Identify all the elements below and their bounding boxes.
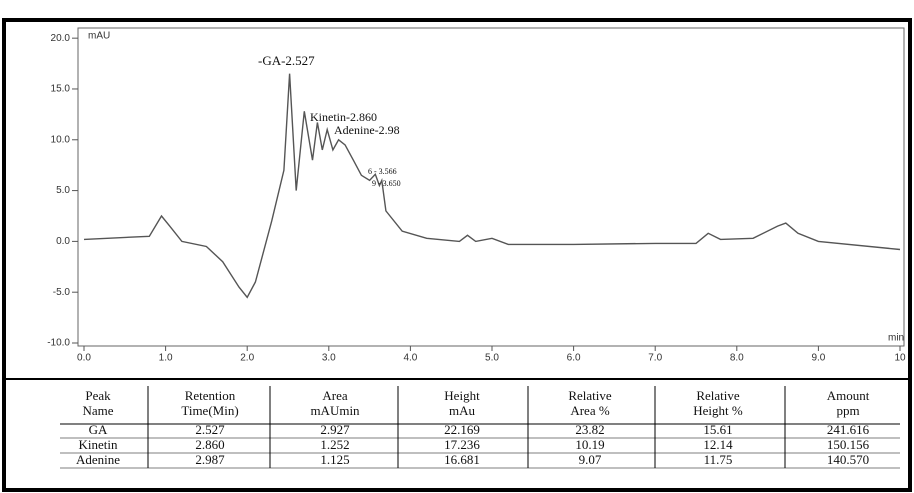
x-tick-label: 10 — [894, 353, 906, 364]
column-header: Height % — [693, 403, 743, 418]
column-header: Amount — [827, 388, 870, 403]
y-axis-label: mAU — [88, 31, 110, 42]
table-cell: 2.927 — [320, 422, 350, 437]
table-cell: Adenine — [76, 452, 120, 467]
x-tick-label: 7.0 — [648, 353, 662, 364]
y-tick-label: 5.0 — [56, 185, 70, 196]
x-tick-label: 5.0 — [485, 353, 499, 364]
column-header: Retention — [185, 388, 236, 403]
table-cell: 1.125 — [320, 452, 349, 467]
column-header: Relative — [568, 388, 612, 403]
table-cell: Kinetin — [79, 437, 118, 452]
x-tick-label: 6.0 — [567, 353, 581, 364]
table-cell: 15.61 — [703, 422, 732, 437]
x-tick-label: 9.0 — [811, 353, 825, 364]
table-cell: GA — [89, 422, 108, 437]
y-tick-label: 10.0 — [51, 134, 71, 145]
separator — [6, 378, 908, 380]
axes: mAU min 20.0 15.0 10.0 5.0 0.0 -5.0 -10.0 0.0 1.… — [47, 31, 906, 364]
table-cell: 2.987 — [195, 452, 225, 467]
column-header: Area — [322, 388, 347, 403]
column-header: Time(Min) — [181, 403, 238, 418]
column-header: Height — [444, 388, 480, 403]
table-cell: 1.252 — [320, 437, 349, 452]
column-header: Area % — [570, 403, 610, 418]
peak-annotation: -GA-2.527 — [258, 53, 315, 68]
column-header: mAu — [449, 403, 476, 418]
table-cell: 2.527 — [195, 422, 225, 437]
x-axis-label: min — [888, 333, 904, 344]
x-tick-label: 8.0 — [730, 353, 744, 364]
table-cell: 9.07 — [579, 452, 602, 467]
x-tick-label: 0.0 — [77, 353, 91, 364]
peak-annotation: Kinetin-2.860 — [310, 110, 377, 124]
plot-area — [77, 27, 905, 347]
column-header: Relative — [696, 388, 740, 403]
column-header: Peak — [85, 388, 111, 403]
x-tick-label: 4.0 — [403, 353, 417, 364]
table-cell: 2.860 — [195, 437, 224, 452]
table-cell: 23.82 — [575, 422, 604, 437]
column-header: mAUmin — [310, 403, 360, 418]
table-cell: 17.236 — [444, 437, 480, 452]
table-cell: 11.75 — [704, 452, 733, 467]
table-cell: 16.681 — [444, 452, 480, 467]
y-tick-label: 15.0 — [51, 84, 71, 95]
peak-annotation: 9 - 3.650 — [372, 179, 401, 188]
x-tick-label: 1.0 — [159, 353, 173, 364]
peak-annotation: Adenine-2.98 — [334, 123, 400, 137]
y-tick-label: 20.0 — [51, 33, 71, 44]
table-cell: 22.169 — [444, 422, 480, 437]
table-cell: 140.570 — [827, 452, 869, 467]
y-tick-label: 0.0 — [56, 236, 70, 247]
column-header: Name — [82, 403, 113, 418]
table-cell: 150.156 — [827, 437, 870, 452]
y-tick-label: -10.0 — [47, 338, 70, 349]
table-cell: 241.616 — [827, 422, 870, 437]
frame — [2, 18, 912, 492]
table-cell: 12.14 — [703, 437, 733, 452]
table-cell: 10.19 — [575, 437, 604, 452]
peak-annotation: 6 - 3.566 — [368, 167, 397, 176]
y-tick-label: -5.0 — [53, 287, 71, 298]
trace — [83, 73, 901, 299]
x-tick-label: 3.0 — [322, 353, 336, 364]
x-tick-label: 2.0 — [240, 353, 254, 364]
column-header: ppm — [836, 403, 859, 418]
